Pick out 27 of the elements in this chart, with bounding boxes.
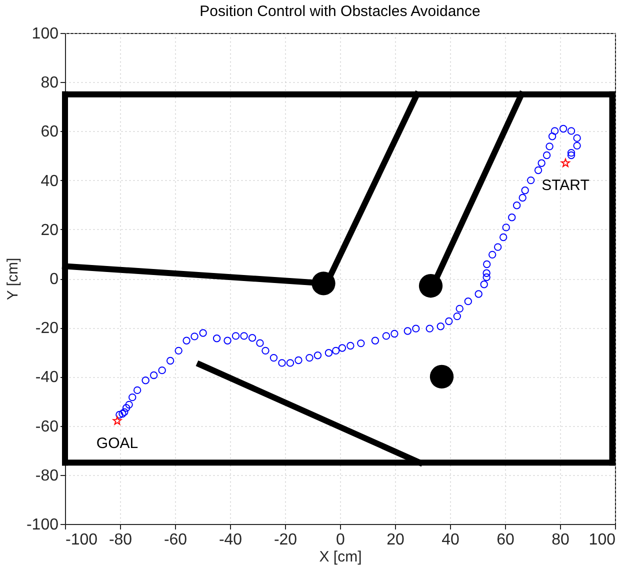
- y-tick-label: -40: [35, 369, 59, 386]
- y-axis-title: Y [cm]: [4, 258, 22, 300]
- x-tick-label: 100: [588, 532, 616, 548]
- y-tick-label: 40: [40, 172, 59, 190]
- y-tick-label: 100: [32, 26, 59, 42]
- y-tick-label: 60: [40, 124, 59, 141]
- y-tick-label: -80: [35, 467, 59, 484]
- y-tick-label: -100: [26, 516, 59, 534]
- y-tick-label: 0: [50, 271, 59, 288]
- x-tick-label: -20: [274, 532, 298, 548]
- annotation: GOAL: [96, 434, 138, 452]
- x-axis-title: X [cm]: [319, 548, 362, 566]
- annotation: START: [542, 177, 590, 194]
- chart-title: Position Control with Obstacles Avoidance: [200, 3, 480, 20]
- x-tick-label: 80: [552, 532, 570, 548]
- y-tick-label: 20: [40, 222, 59, 239]
- x-tick-label: -40: [218, 532, 242, 548]
- y-tick-label: -20: [35, 320, 59, 338]
- y-tick-label: 80: [40, 74, 59, 92]
- x-tick-label: 40: [442, 532, 460, 548]
- x-tick-label: -100: [66, 532, 98, 548]
- y-tick-label: -60: [35, 418, 59, 436]
- x-tick-label: 60: [496, 532, 514, 548]
- x-tick-label: 0: [336, 532, 346, 548]
- x-tick-label: 20: [386, 532, 404, 548]
- x-tick-label: -60: [164, 532, 188, 548]
- x-tick-label: -80: [108, 532, 132, 548]
